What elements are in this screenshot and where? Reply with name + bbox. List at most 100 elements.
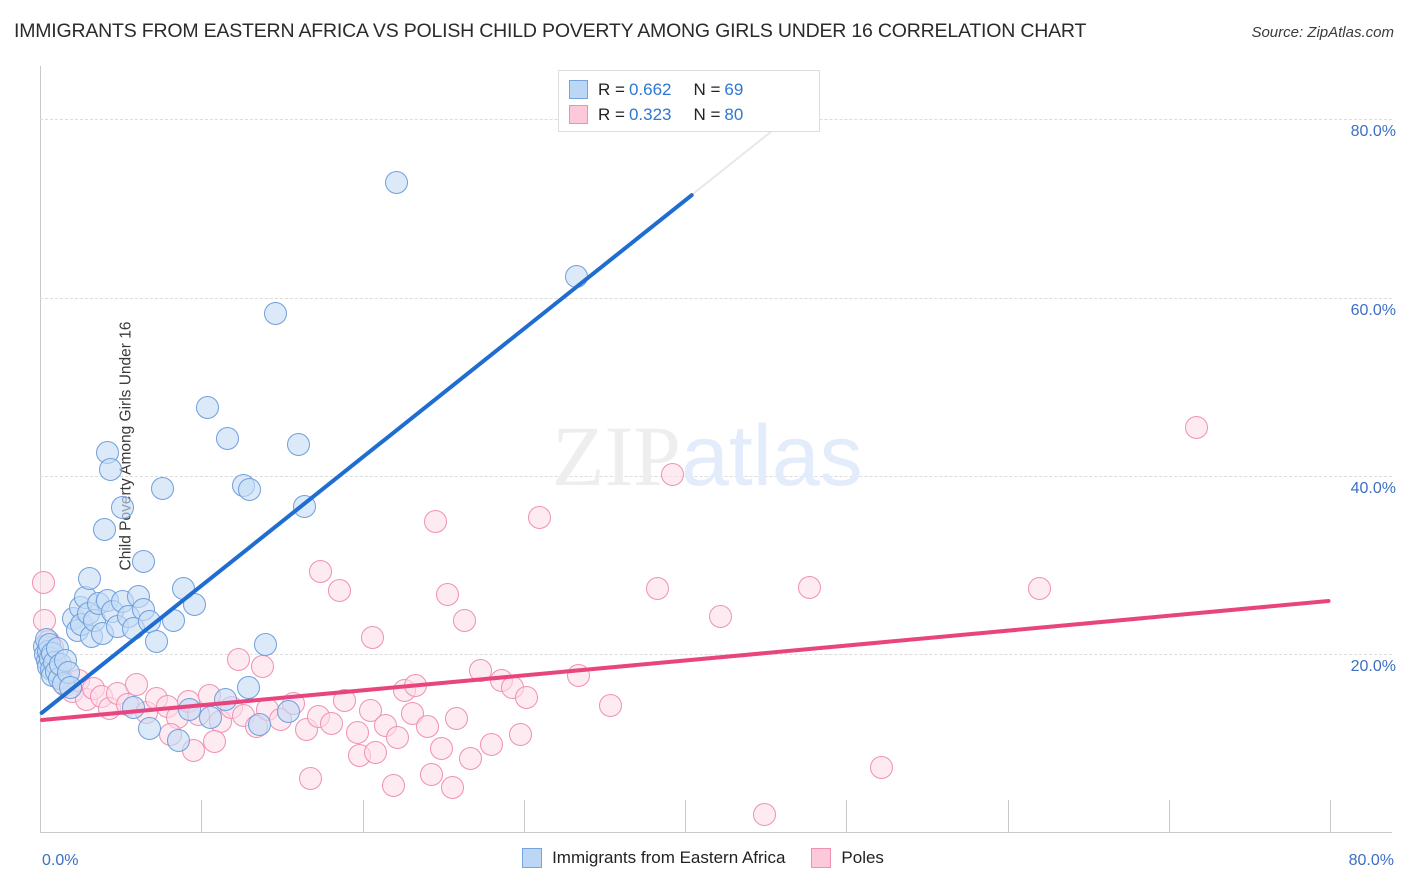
r-label-pink: R = bbox=[598, 104, 625, 124]
x-tick bbox=[1330, 800, 1331, 832]
data-point-poles bbox=[381, 774, 405, 798]
legend-color-poles-icon bbox=[811, 848, 832, 868]
data-point-immigrants bbox=[144, 629, 168, 653]
plot-area bbox=[31, 66, 1331, 832]
data-point-poles bbox=[423, 509, 447, 533]
data-point-poles bbox=[125, 672, 149, 696]
data-point-poles bbox=[415, 714, 439, 738]
data-point-poles bbox=[480, 733, 503, 757]
data-point-poles bbox=[646, 577, 670, 601]
legend-label-poles: Poles bbox=[841, 848, 884, 867]
y-tick-label: 20.0% bbox=[1350, 657, 1396, 675]
data-point-immigrants bbox=[199, 705, 223, 729]
data-point-immigrants bbox=[167, 728, 191, 752]
page-title: IMMIGRANTS FROM EASTERN AFRICA VS POLISH… bbox=[14, 20, 1087, 42]
y-tick-label: 80.0% bbox=[1350, 123, 1396, 141]
data-point-immigrants bbox=[263, 302, 287, 326]
data-point-poles bbox=[320, 711, 344, 735]
legend-swatch-pink-icon bbox=[569, 105, 588, 124]
x-tick bbox=[201, 800, 203, 832]
r-value-blue: 0.662 bbox=[628, 79, 672, 99]
y-tick-label: 40.0% bbox=[1350, 479, 1396, 497]
gridline bbox=[40, 475, 1392, 477]
data-point-poles bbox=[459, 746, 483, 770]
x-tick bbox=[1168, 800, 1170, 832]
data-point-poles bbox=[420, 762, 444, 786]
data-point-immigrants bbox=[151, 476, 175, 500]
data-point-poles bbox=[202, 729, 226, 753]
data-point-poles bbox=[309, 560, 333, 584]
data-point-poles bbox=[752, 802, 776, 826]
data-point-poles bbox=[1184, 416, 1208, 440]
data-point-poles bbox=[363, 741, 387, 765]
series-legend: Immigrants from Eastern Africa Poles bbox=[0, 848, 1406, 868]
legend-item-immigrants[interactable]: Immigrants from Eastern Africa bbox=[522, 848, 785, 868]
r-label-blue: R = bbox=[598, 79, 625, 99]
data-point-poles bbox=[660, 463, 684, 487]
data-point-immigrants bbox=[110, 496, 134, 520]
x-tick bbox=[40, 800, 41, 832]
source-label: Source: ZipAtlas.com bbox=[1251, 24, 1394, 41]
y-axis-line bbox=[40, 66, 41, 832]
legend-color-immigrants-icon bbox=[522, 848, 543, 868]
x-tick bbox=[846, 800, 848, 832]
data-point-poles bbox=[1028, 577, 1052, 601]
data-point-immigrants bbox=[196, 395, 220, 419]
data-point-immigrants bbox=[122, 695, 146, 719]
data-point-immigrants bbox=[247, 712, 271, 736]
n-label-blue: N = bbox=[693, 79, 721, 99]
data-point-poles bbox=[251, 654, 275, 678]
data-point-poles bbox=[509, 722, 533, 746]
data-point-immigrants bbox=[78, 566, 102, 590]
data-point-poles bbox=[430, 736, 453, 760]
n-value-blue: 69 bbox=[724, 79, 744, 99]
data-point-poles bbox=[528, 506, 552, 530]
data-point-immigrants bbox=[93, 517, 116, 541]
data-point-immigrants bbox=[215, 426, 239, 450]
n-label-pink: N = bbox=[693, 104, 721, 124]
data-point-poles bbox=[299, 767, 323, 791]
x-tick-label-max: 80.0% bbox=[1348, 852, 1394, 869]
data-point-poles bbox=[452, 608, 476, 632]
data-point-immigrants bbox=[286, 433, 310, 457]
data-point-poles bbox=[346, 720, 370, 744]
data-point-poles bbox=[436, 582, 460, 606]
data-point-immigrants bbox=[236, 676, 260, 700]
data-point-poles bbox=[515, 686, 539, 709]
data-point-poles bbox=[328, 579, 352, 603]
stats-legend-row-pink: R = 0.323 N = 80 bbox=[569, 102, 809, 127]
legend-label-immigrants: Immigrants from Eastern Africa bbox=[552, 848, 786, 867]
data-point-immigrants bbox=[178, 697, 202, 721]
x-tick bbox=[1007, 800, 1009, 832]
gridline bbox=[40, 297, 1392, 299]
y-tick-label: 60.0% bbox=[1350, 301, 1396, 319]
data-point-poles bbox=[441, 775, 465, 799]
data-point-immigrants bbox=[292, 495, 316, 519]
data-point-poles bbox=[444, 707, 468, 731]
x-axis-line bbox=[40, 832, 1392, 833]
data-point-poles bbox=[797, 575, 821, 599]
r-value-pink: 0.323 bbox=[628, 104, 672, 124]
data-point-poles bbox=[386, 726, 410, 750]
x-tick-label-min: 0.0% bbox=[42, 852, 79, 869]
x-tick bbox=[685, 800, 686, 832]
legend-swatch-blue-icon bbox=[569, 80, 588, 99]
data-point-immigrants bbox=[99, 457, 123, 481]
stats-legend: R = 0.662 N = 69 R = 0.323 N = 80 bbox=[558, 70, 820, 132]
data-point-immigrants bbox=[276, 700, 300, 724]
data-point-immigrants bbox=[138, 717, 162, 741]
legend-item-poles[interactable]: Poles bbox=[811, 848, 884, 868]
data-point-immigrants bbox=[131, 549, 155, 573]
trend-line-blue-extension bbox=[692, 124, 780, 196]
data-point-immigrants bbox=[238, 478, 262, 502]
x-tick bbox=[362, 800, 364, 832]
data-point-poles bbox=[360, 626, 384, 650]
data-point-poles bbox=[708, 604, 732, 628]
data-point-poles bbox=[226, 647, 250, 671]
data-point-immigrants bbox=[254, 633, 278, 657]
data-point-immigrants bbox=[162, 609, 186, 633]
data-point-poles bbox=[870, 756, 894, 780]
data-point-poles bbox=[31, 571, 55, 595]
n-value-pink: 80 bbox=[724, 104, 744, 124]
